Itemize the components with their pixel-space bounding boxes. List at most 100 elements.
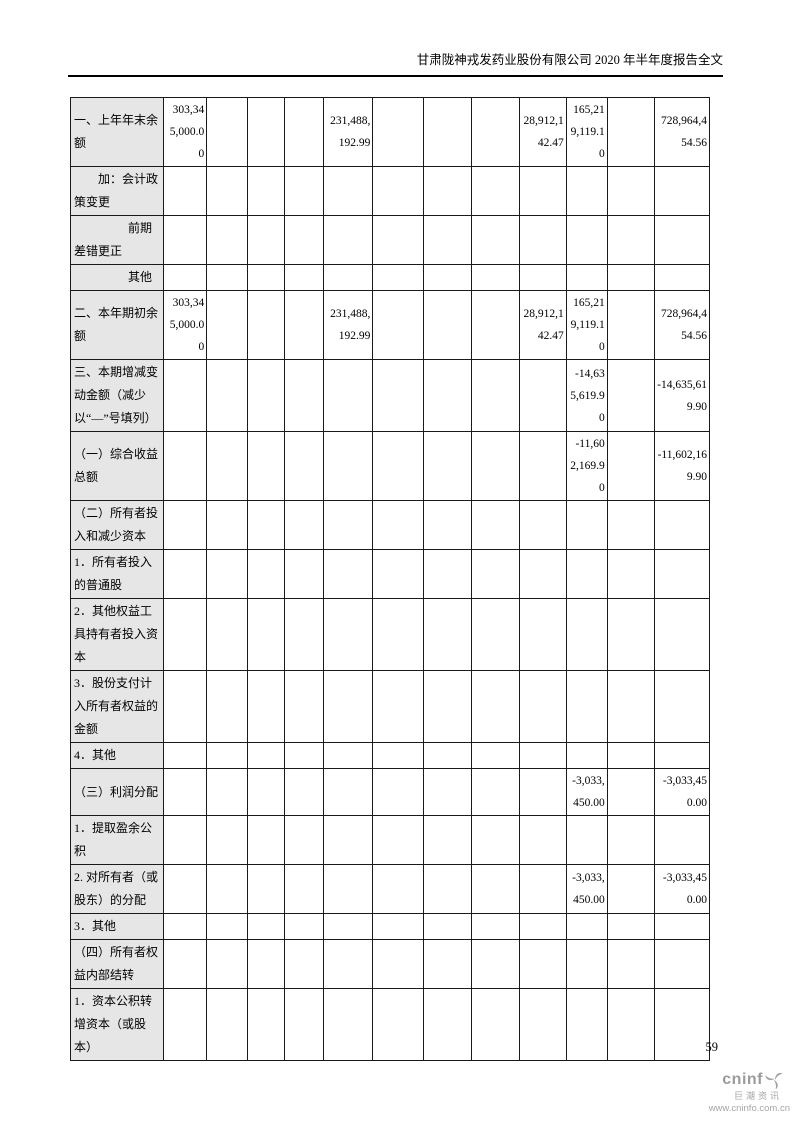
table-row: 一、上年年末余额 303,345,000.00 231,488,192.99 28,9… — [69, 97, 711, 167]
empty-cell — [323, 864, 374, 914]
empty-cell — [372, 598, 424, 671]
empty-cell — [518, 359, 567, 432]
empty-cell — [163, 939, 208, 989]
empty-cell — [470, 290, 520, 360]
empty-cell — [606, 549, 655, 599]
empty-cell — [247, 939, 286, 989]
empty-cell — [470, 431, 520, 501]
table-row: （二）所有者投入和减少资本 — [69, 500, 711, 550]
row-label: 3．其他 — [69, 913, 165, 940]
empty-cell — [206, 864, 249, 914]
empty-cell — [422, 768, 472, 816]
empty-cell — [565, 549, 608, 599]
empty-cell — [565, 500, 608, 550]
amount-cell: 28,912,142.47 — [518, 290, 567, 360]
empty-cell — [247, 264, 286, 291]
empty-cell — [284, 215, 325, 265]
empty-cell — [518, 742, 567, 769]
row-label: （二）所有者投入和减少资本 — [69, 500, 165, 550]
empty-cell — [653, 988, 711, 1061]
table-row: （三）利润分配 -3,033,450.00 -3,033,450.00 — [69, 768, 711, 816]
amount-cell: -3,033,450.00 — [565, 768, 608, 816]
empty-cell — [653, 166, 711, 216]
empty-cell — [247, 815, 286, 865]
empty-cell — [606, 768, 655, 816]
empty-cell — [372, 431, 424, 501]
empty-cell — [323, 815, 374, 865]
empty-cell — [206, 97, 249, 167]
empty-cell — [206, 742, 249, 769]
empty-cell — [518, 939, 567, 989]
empty-cell — [284, 939, 325, 989]
empty-cell — [284, 742, 325, 769]
empty-cell — [518, 598, 567, 671]
empty-cell — [422, 913, 472, 940]
empty-cell — [163, 913, 208, 940]
empty-cell — [565, 166, 608, 216]
empty-cell — [284, 549, 325, 599]
empty-cell — [323, 431, 374, 501]
table-row: 三、本期增减变动金额（减少以“—”号填列） -14,635,619.90 -14,6… — [69, 359, 711, 432]
table-row: 1．资本公积转增资本（或股本） — [69, 988, 711, 1061]
empty-cell — [206, 431, 249, 501]
empty-cell — [247, 549, 286, 599]
empty-cell — [163, 359, 208, 432]
empty-cell — [284, 97, 325, 167]
amount-cell: 165,219,119.10 — [565, 97, 608, 167]
empty-cell — [372, 670, 424, 743]
empty-cell — [470, 988, 520, 1061]
empty-cell — [470, 742, 520, 769]
empty-cell — [470, 359, 520, 432]
empty-cell — [163, 431, 208, 501]
empty-cell — [470, 864, 520, 914]
amount-cell: 231,488,192.99 — [323, 290, 374, 360]
row-label: 一、上年年末余额 — [69, 97, 165, 167]
empty-cell — [653, 549, 711, 599]
empty-cell — [247, 670, 286, 743]
table-row: 1．提取盈余公积 — [69, 815, 711, 865]
empty-cell — [163, 864, 208, 914]
empty-cell — [518, 166, 567, 216]
empty-cell — [206, 264, 249, 291]
empty-cell — [247, 215, 286, 265]
empty-cell — [163, 742, 208, 769]
amount-cell: -3,033,450.00 — [653, 864, 711, 914]
empty-cell — [206, 768, 249, 816]
empty-cell — [470, 500, 520, 550]
empty-cell — [206, 359, 249, 432]
row-label: （三）利润分配 — [69, 768, 165, 816]
empty-cell — [372, 768, 424, 816]
table-row: 2．其他权益工具持有者投入资本 — [69, 598, 711, 671]
cninfo-logo-row: cninf — [670, 1070, 784, 1089]
empty-cell — [372, 97, 424, 167]
empty-cell — [422, 742, 472, 769]
empty-cell — [247, 166, 286, 216]
empty-cell — [518, 500, 567, 550]
empty-cell — [606, 359, 655, 432]
empty-cell — [247, 913, 286, 940]
table-row: 二、本年期初余额 303,345,000.00 231,488,192.99 28,9… — [69, 290, 711, 360]
empty-cell — [372, 290, 424, 360]
empty-cell — [247, 864, 286, 914]
row-label: 1．提取盈余公积 — [69, 815, 165, 865]
row-label: 三、本期增减变动金额（减少以“—”号填列） — [69, 359, 165, 432]
page-header: 甘肃陇神戎发药业股份有限公司 2020 年半年度报告全文 — [68, 50, 723, 77]
empty-cell — [284, 815, 325, 865]
row-label: 二、本年期初余额 — [69, 290, 165, 360]
empty-cell — [653, 598, 711, 671]
equity-table-body: 一、上年年末余额 303,345,000.00 231,488,192.99 28,9… — [69, 97, 711, 1061]
empty-cell — [565, 815, 608, 865]
empty-cell — [323, 598, 374, 671]
amount-cell: 303,345,000.00 — [163, 290, 208, 360]
empty-cell — [422, 97, 472, 167]
empty-cell — [372, 359, 424, 432]
empty-cell — [653, 670, 711, 743]
row-label: 4．其他 — [69, 742, 165, 769]
empty-cell — [284, 864, 325, 914]
empty-cell — [606, 166, 655, 216]
empty-cell — [323, 264, 374, 291]
empty-cell — [206, 290, 249, 360]
empty-cell — [518, 670, 567, 743]
empty-cell — [470, 913, 520, 940]
empty-cell — [565, 670, 608, 743]
